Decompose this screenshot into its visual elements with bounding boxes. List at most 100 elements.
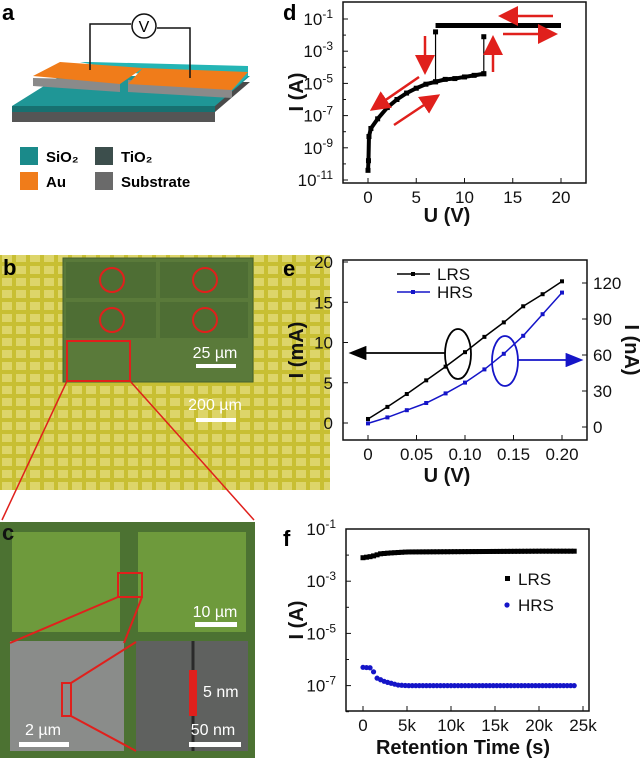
data-point: [433, 29, 439, 35]
y-tick-label-right: 120: [593, 274, 621, 293]
data-point: [364, 554, 370, 560]
x-tick-label: 0.05: [400, 445, 433, 464]
x-tick-label: 0.10: [448, 445, 481, 464]
chart-d-iv-sweep: 0 5 10 15 20 10-1 10-3 10-5 10-7 10-9 10-11 U (V) I …: [286, 1, 587, 227]
data-point: [385, 404, 390, 409]
panel-label-a: a: [2, 0, 15, 25]
data-point: [571, 548, 577, 554]
data-point: [441, 549, 447, 555]
data-point: [413, 549, 419, 555]
data-point: [365, 167, 371, 173]
data-point: [483, 548, 489, 554]
data-point: [448, 549, 454, 555]
data-point: [413, 85, 419, 91]
scale-bar: [195, 622, 237, 627]
device-highlight-circle: [192, 307, 218, 333]
y-tick-label-left: 5: [324, 374, 333, 393]
data-point: [540, 548, 546, 554]
data-point: [476, 549, 482, 555]
data-point: [384, 105, 390, 111]
zoom-line: [9, 596, 119, 644]
data-point: [420, 549, 426, 555]
data-point: [381, 550, 387, 556]
data-point: [399, 549, 405, 555]
scale-bar-label: 10 µm: [193, 604, 238, 621]
data-point: [560, 290, 564, 295]
y-tick-label: 10-1: [303, 7, 333, 29]
data-point: [367, 665, 373, 671]
data-point: [462, 74, 467, 80]
y-tick-label: 10-5: [306, 621, 336, 643]
wire-right: [157, 27, 191, 78]
legend-marker: [505, 576, 510, 581]
y-tick-label-right: 60: [593, 346, 612, 365]
data-point: [561, 548, 567, 554]
scale-bar: [196, 418, 236, 422]
panel-label-e: e: [283, 256, 295, 281]
y-tick-label: 10-1: [306, 517, 336, 539]
data-point: [550, 548, 556, 554]
hrs-axis-ellipse: [491, 335, 519, 387]
legend-label: HRS: [437, 283, 473, 302]
data-point: [543, 548, 549, 554]
scale-bar-label-main: 200 µm: [188, 397, 242, 414]
x-tick-label: 20: [552, 188, 571, 207]
y-tick-label: 10-3: [306, 569, 336, 591]
data-point: [473, 549, 479, 555]
data-point: [482, 367, 487, 372]
y-axis-label-left: I (mA): [286, 322, 308, 379]
zoom-line: [123, 596, 143, 644]
data-point: [471, 72, 477, 78]
data-point: [482, 334, 487, 339]
scale-bar: [196, 364, 236, 368]
legend-label: TiO₂: [121, 149, 152, 166]
data-point: [416, 549, 422, 555]
legend-marker: [411, 272, 415, 276]
substrate-side: [12, 112, 215, 122]
arrow-up-right-icon: [393, 94, 441, 127]
series-hrs-sweep: [366, 71, 485, 171]
electrode-pad-left: [12, 532, 120, 632]
data-point: [452, 549, 458, 555]
data-point: [518, 548, 524, 554]
x-tick-label: 25k: [569, 716, 597, 735]
data-point: [568, 548, 574, 554]
data-point: [529, 548, 535, 554]
legend-label: Substrate: [121, 174, 190, 191]
data-point: [501, 320, 506, 325]
legend-label: SiO₂: [46, 149, 79, 166]
zoom-region-box: [66, 340, 131, 382]
y-tick-label-left: 15: [314, 293, 333, 312]
plot-frame: [342, 1, 587, 184]
y-tick-label-right: 30: [593, 382, 612, 401]
device-highlight-circle: [99, 307, 125, 333]
data-point: [452, 76, 458, 82]
data-point: [430, 549, 436, 555]
data-point: [423, 81, 429, 87]
data-point: [497, 548, 503, 554]
chart-f-retention: 0 5k 10k 15k 20k 25k 10-1 10-3 10-5 10-7 Retention…: [286, 517, 597, 759]
y-axis-label: I (A): [286, 73, 308, 112]
data-point: [557, 548, 563, 554]
material-legend: SiO₂ TiO₂ Au Substrate: [20, 147, 190, 191]
data-point: [370, 669, 377, 675]
legend-marker: [504, 602, 510, 608]
data-point: [522, 548, 528, 554]
scale-bar-label-inset: 25 µm: [193, 345, 238, 362]
data-point: [360, 555, 366, 561]
y-tick-label: 10-11: [298, 168, 334, 190]
zoom-region-box: [117, 572, 143, 598]
x-axis-label: U (V): [424, 205, 471, 227]
data-point: [480, 549, 486, 555]
plot-frame: [345, 528, 590, 712]
x-tick-label: 0.20: [545, 445, 578, 464]
y-tick-label-right: 90: [593, 310, 612, 329]
data-point: [511, 548, 517, 554]
series-hrs: [367, 292, 563, 425]
data-point: [504, 548, 510, 554]
legend-label: Au: [46, 174, 66, 191]
zoom-line: [70, 641, 137, 684]
data-point: [462, 549, 468, 555]
panel-b-optical-image: b 25 µm 200 µm: [0, 255, 330, 521]
